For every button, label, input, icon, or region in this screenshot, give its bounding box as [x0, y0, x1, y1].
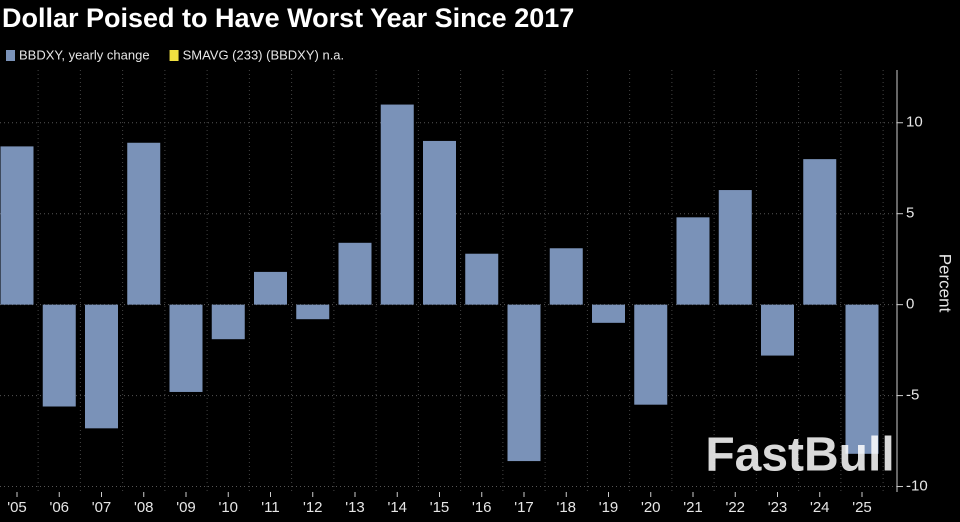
x-tick-label: '08	[134, 499, 154, 516]
y-axis-label: Percent	[936, 254, 955, 313]
y-tick-label: 0	[906, 296, 914, 313]
bar	[592, 304, 625, 323]
bar	[845, 304, 879, 454]
legend-swatch	[6, 50, 15, 61]
bar	[676, 217, 710, 305]
chart-title: Dollar Poised to Have Worst Year Since 2…	[2, 3, 574, 33]
bar	[718, 190, 752, 305]
x-tick-label: '12	[303, 499, 323, 516]
bar	[42, 304, 76, 407]
x-tick-label: '18	[556, 499, 576, 516]
watermark: FastBull	[705, 429, 894, 482]
x-tick-label: '07	[92, 499, 112, 516]
x-tick-label: '24	[810, 499, 830, 516]
x-tick-label: '22	[725, 499, 745, 516]
bar	[169, 304, 203, 392]
legend-swatch	[169, 50, 179, 61]
y-tick-label: 10	[906, 114, 923, 131]
x-tick-label: '25	[852, 499, 872, 516]
x-tick-label: '11	[261, 499, 279, 516]
bar	[338, 242, 372, 305]
x-tick-label: '15	[430, 499, 450, 516]
x-tick-label: '14	[387, 499, 407, 516]
bar	[127, 142, 161, 305]
bar	[761, 304, 794, 356]
x-tick-label: '20	[641, 499, 661, 516]
x-tick-label: '21	[683, 499, 703, 516]
x-tick-label: '19	[599, 499, 619, 516]
bar	[254, 271, 287, 305]
legend-label: BBDXY, yearly change	[19, 47, 150, 62]
x-tick-label: '17	[514, 499, 534, 516]
x-tick-label: '16	[472, 499, 492, 516]
bar	[465, 253, 499, 305]
bar	[0, 146, 34, 305]
bar	[380, 104, 414, 305]
x-tick-label: '23	[768, 499, 788, 516]
bar	[296, 304, 330, 320]
x-tick-label: '06	[49, 499, 69, 516]
x-tick-label: '10	[218, 499, 238, 516]
x-tick-label: '13	[345, 499, 365, 516]
bar	[803, 159, 837, 305]
y-tick-label: -10	[906, 478, 928, 495]
x-tick-label: '09	[176, 499, 196, 516]
bar	[507, 304, 541, 462]
bar	[423, 140, 456, 305]
bar	[634, 304, 668, 405]
legend-label: SMAVG (233) (BBDXY) n.a.	[183, 47, 345, 62]
y-tick-label: -5	[906, 387, 919, 404]
y-tick-label: 5	[906, 205, 914, 222]
bar	[211, 304, 245, 340]
bar	[549, 248, 583, 305]
bar	[85, 304, 118, 429]
x-tick-label: '05	[7, 499, 27, 516]
